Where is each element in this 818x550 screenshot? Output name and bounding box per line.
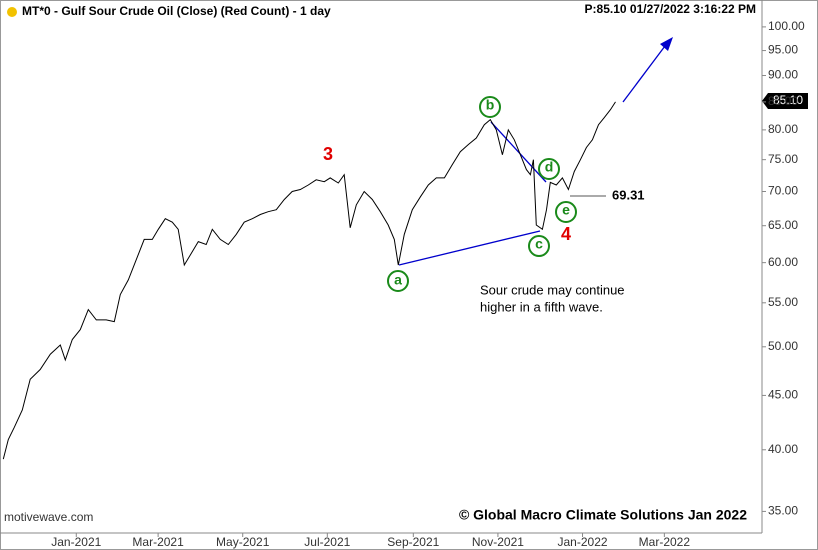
y-tick-label: 60.00 bbox=[768, 255, 798, 269]
y-tick-label: 40.00 bbox=[768, 442, 798, 456]
watermark: motivewave.com bbox=[4, 510, 93, 524]
wave-circle bbox=[387, 270, 409, 292]
wave-line bbox=[490, 121, 547, 183]
wave-circle bbox=[555, 201, 577, 223]
x-tick-label: Jul-2021 bbox=[304, 535, 350, 549]
wave-lines bbox=[398, 37, 673, 266]
x-tick-label: Mar-2021 bbox=[132, 535, 184, 549]
level-label: 69.31 bbox=[612, 187, 645, 202]
y-tick-label: 70.00 bbox=[768, 184, 798, 198]
x-tick-label: Jan-2021 bbox=[51, 535, 101, 549]
y-tick-label: 80.00 bbox=[768, 122, 798, 136]
wave-label: a bbox=[394, 272, 402, 288]
x-tick-label: Jan-2022 bbox=[558, 535, 608, 549]
wave-label: e bbox=[562, 202, 570, 218]
wave-label: c bbox=[535, 236, 543, 252]
wave-circle bbox=[538, 158, 560, 180]
y-tick-label: 100.00 bbox=[768, 19, 805, 33]
note-line: higher in a fifth wave. bbox=[480, 299, 603, 314]
x-tick-label: May-2021 bbox=[216, 535, 270, 549]
wave-arrow bbox=[622, 41, 669, 103]
chart-title: MT*0 - Gulf Sour Crude Oil (Close) (Red … bbox=[22, 4, 331, 18]
y-tick-label: 90.00 bbox=[768, 68, 798, 82]
x-tick-label: Nov-2021 bbox=[472, 535, 524, 549]
wave-line bbox=[398, 230, 541, 266]
x-tick-label: Sep-2021 bbox=[387, 535, 439, 549]
price-tag bbox=[762, 93, 808, 109]
price-tag-label: 85.10 bbox=[773, 93, 803, 107]
x-tick-label: Mar-2022 bbox=[639, 535, 691, 549]
y-tick-label: 55.00 bbox=[768, 295, 798, 309]
y-tick-label: 85.00 bbox=[768, 94, 798, 108]
wave-label: d bbox=[545, 159, 554, 175]
copyright: © Global Macro Climate Solutions Jan 202… bbox=[459, 507, 747, 523]
y-tick-label: 65.00 bbox=[768, 218, 798, 232]
wave-circle bbox=[479, 96, 501, 118]
wave-circle bbox=[528, 235, 550, 257]
y-tick-label: 45.00 bbox=[768, 388, 798, 402]
status-dot bbox=[7, 7, 17, 17]
y-tick-label: 75.00 bbox=[768, 152, 798, 166]
note-line: Sour crude may continue bbox=[480, 282, 625, 297]
arrow-head bbox=[660, 37, 673, 51]
y-tick-label: 50.00 bbox=[768, 339, 798, 353]
price-line bbox=[2, 101, 616, 460]
wave-label: b bbox=[486, 97, 495, 113]
wave-label: 4 bbox=[561, 224, 571, 244]
wave-label: 3 bbox=[323, 144, 333, 164]
y-tick-label: 95.00 bbox=[768, 43, 798, 57]
y-tick-label: 35.00 bbox=[768, 504, 798, 518]
chart-subtitle: P:85.10 01/27/2022 3:16:22 PM bbox=[585, 2, 756, 16]
